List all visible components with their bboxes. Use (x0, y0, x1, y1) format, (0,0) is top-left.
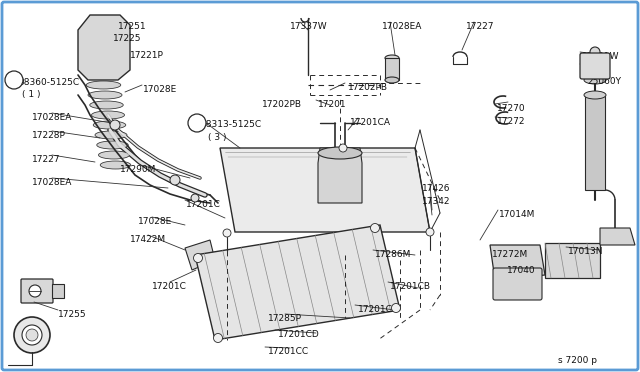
Text: s 7200 p: s 7200 p (558, 356, 597, 365)
Circle shape (14, 317, 50, 353)
Ellipse shape (100, 161, 131, 169)
Text: 17426: 17426 (422, 184, 451, 193)
Ellipse shape (92, 111, 125, 119)
Circle shape (110, 120, 120, 130)
Text: 17201: 17201 (318, 100, 347, 109)
Ellipse shape (584, 91, 606, 99)
Text: 17286M: 17286M (375, 250, 412, 259)
Circle shape (339, 144, 347, 152)
Circle shape (426, 228, 434, 236)
Text: 17202PB: 17202PB (262, 100, 302, 109)
Ellipse shape (385, 55, 399, 61)
Text: 17201CA: 17201CA (350, 118, 391, 127)
Ellipse shape (385, 77, 399, 83)
Text: 17255: 17255 (58, 310, 86, 319)
Text: 17201C: 17201C (152, 282, 187, 291)
Text: 17290M: 17290M (120, 165, 156, 174)
Ellipse shape (88, 91, 122, 99)
Text: 17422M: 17422M (130, 235, 166, 244)
Circle shape (392, 304, 401, 312)
Polygon shape (490, 245, 545, 280)
Polygon shape (78, 15, 130, 80)
Circle shape (22, 325, 42, 345)
Text: 17013N: 17013N (568, 247, 604, 256)
Text: ( 3 ): ( 3 ) (208, 133, 227, 142)
Text: 17227: 17227 (466, 22, 495, 31)
Ellipse shape (95, 131, 127, 139)
Text: 17272: 17272 (497, 117, 525, 126)
Polygon shape (545, 243, 600, 278)
Text: 17251: 17251 (118, 22, 147, 31)
FancyBboxPatch shape (580, 53, 610, 79)
Polygon shape (385, 58, 399, 80)
Circle shape (590, 47, 600, 57)
Circle shape (214, 334, 223, 343)
Ellipse shape (99, 151, 129, 159)
Text: 17337W: 17337W (290, 22, 328, 31)
Text: 17028E: 17028E (138, 217, 172, 226)
Text: 08313-5125C: 08313-5125C (200, 120, 261, 129)
Text: 17341: 17341 (582, 64, 611, 73)
FancyBboxPatch shape (493, 268, 542, 300)
Polygon shape (52, 284, 64, 298)
Text: 17201CC: 17201CC (268, 347, 309, 356)
Text: 17201W: 17201W (582, 52, 620, 61)
Polygon shape (318, 148, 362, 203)
FancyBboxPatch shape (21, 279, 53, 303)
Text: 17201C: 17201C (186, 200, 221, 209)
Polygon shape (220, 148, 430, 232)
Ellipse shape (584, 61, 606, 69)
Text: 17028EA: 17028EA (32, 113, 72, 122)
Polygon shape (195, 225, 400, 340)
Circle shape (188, 114, 206, 132)
Text: 17285P: 17285P (268, 314, 302, 323)
Text: 17227: 17227 (32, 155, 61, 164)
Circle shape (5, 71, 23, 89)
Ellipse shape (86, 81, 121, 89)
Ellipse shape (84, 71, 120, 79)
Text: 17028EA: 17028EA (32, 178, 72, 187)
Ellipse shape (93, 121, 125, 129)
Polygon shape (600, 228, 635, 245)
Text: 17270: 17270 (497, 104, 525, 113)
Text: 17342: 17342 (422, 197, 451, 206)
Text: 17228P: 17228P (32, 131, 66, 140)
Ellipse shape (90, 101, 124, 109)
Text: 17040: 17040 (507, 266, 536, 275)
Text: 17272M: 17272M (492, 250, 528, 259)
Text: ( 1 ): ( 1 ) (22, 90, 40, 99)
Text: 17225: 17225 (113, 34, 141, 43)
Text: 17221P: 17221P (130, 51, 164, 60)
Circle shape (29, 285, 41, 297)
Ellipse shape (584, 76, 606, 84)
Circle shape (193, 253, 202, 263)
Text: S: S (11, 76, 17, 84)
Text: 17014M: 17014M (499, 210, 536, 219)
Circle shape (191, 194, 199, 202)
Ellipse shape (97, 141, 128, 149)
Polygon shape (585, 95, 605, 190)
Text: 17028E: 17028E (143, 85, 177, 94)
Text: 25060Y: 25060Y (587, 77, 621, 86)
Ellipse shape (318, 147, 362, 159)
Text: 17028EA: 17028EA (382, 22, 422, 31)
Circle shape (170, 175, 180, 185)
Text: 08360-5125C: 08360-5125C (18, 78, 79, 87)
Text: 17201C: 17201C (358, 305, 393, 314)
Circle shape (26, 329, 38, 341)
Text: 17201CD: 17201CD (278, 330, 320, 339)
Text: S: S (194, 119, 200, 128)
Circle shape (371, 224, 380, 232)
Polygon shape (185, 240, 215, 270)
Circle shape (223, 229, 231, 237)
Text: 17202PB: 17202PB (348, 83, 388, 92)
Text: 17201CB: 17201CB (390, 282, 431, 291)
